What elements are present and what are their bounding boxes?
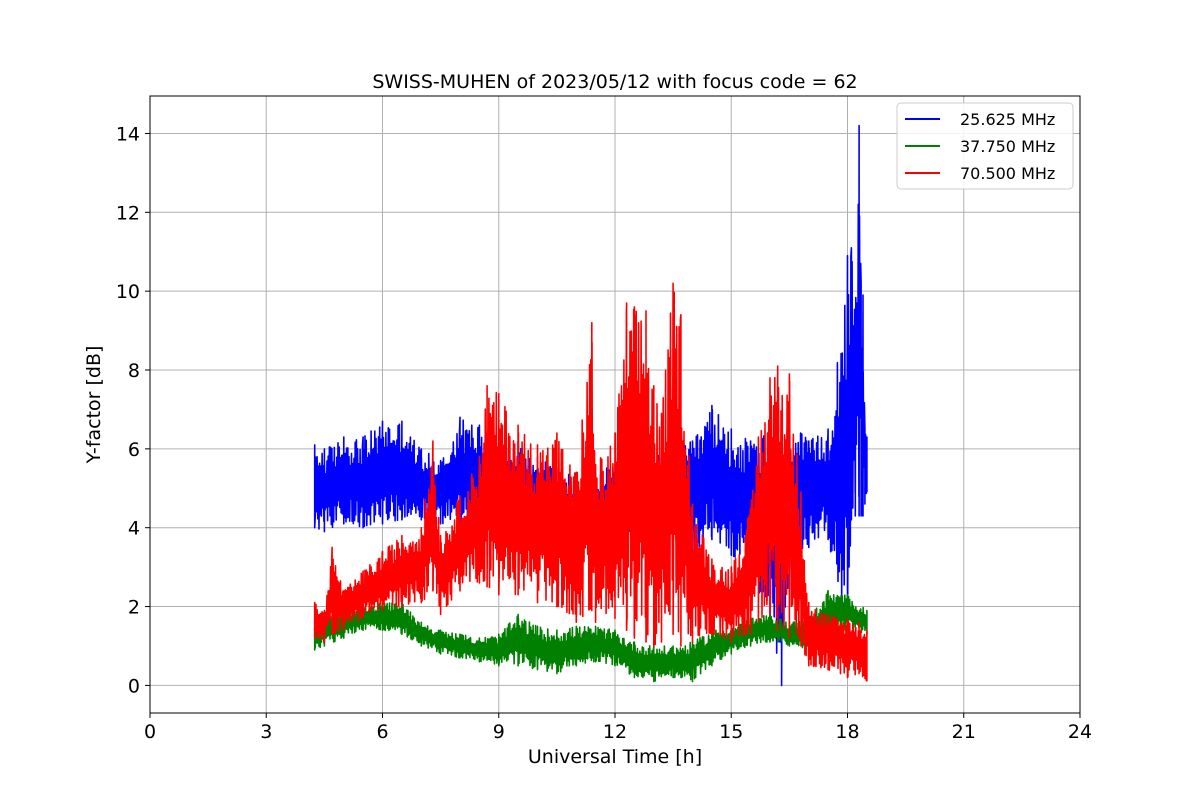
x-tick-label: 18 [835, 721, 859, 743]
series-line-3 [313, 282, 868, 682]
y-tick-label: 0 [128, 675, 140, 697]
x-tick-label: 24 [1068, 721, 1092, 743]
x-tick-label: 21 [952, 721, 976, 743]
x-tick-label: 0 [144, 721, 156, 743]
y-tick-label: 6 [128, 439, 140, 461]
legend-label: 70.500 MHz [960, 164, 1055, 183]
y-tick-label: 4 [128, 518, 140, 540]
legend-box [896, 102, 1074, 190]
x-axis-label: Universal Time [h] [528, 746, 702, 768]
y-tick-label: 10 [116, 281, 140, 303]
legend: 25.625 MHz 37.750 MHz 70.500 MHz [896, 102, 1074, 190]
x-tick-label: 6 [376, 721, 388, 743]
x-tick-label: 9 [493, 721, 505, 743]
series-line-2 [313, 589, 868, 683]
legend-label: 25.625 MHz [960, 110, 1055, 129]
y-tick-label: 14 [116, 123, 140, 145]
legend-label: 37.750 MHz [960, 137, 1055, 156]
x-tick-label: 3 [260, 721, 272, 743]
chart-title: SWISS-MUHEN of 2023/05/12 with focus cod… [372, 71, 857, 93]
x-tick-label: 15 [719, 721, 743, 743]
series-layer [313, 124, 868, 687]
y-tick-label: 2 [128, 597, 140, 619]
y-axis-label: Y-factor [dB] [83, 346, 105, 465]
y-tick-label: 8 [128, 360, 140, 382]
y-tick-label: 12 [116, 202, 140, 224]
x-tick-label: 12 [603, 721, 627, 743]
